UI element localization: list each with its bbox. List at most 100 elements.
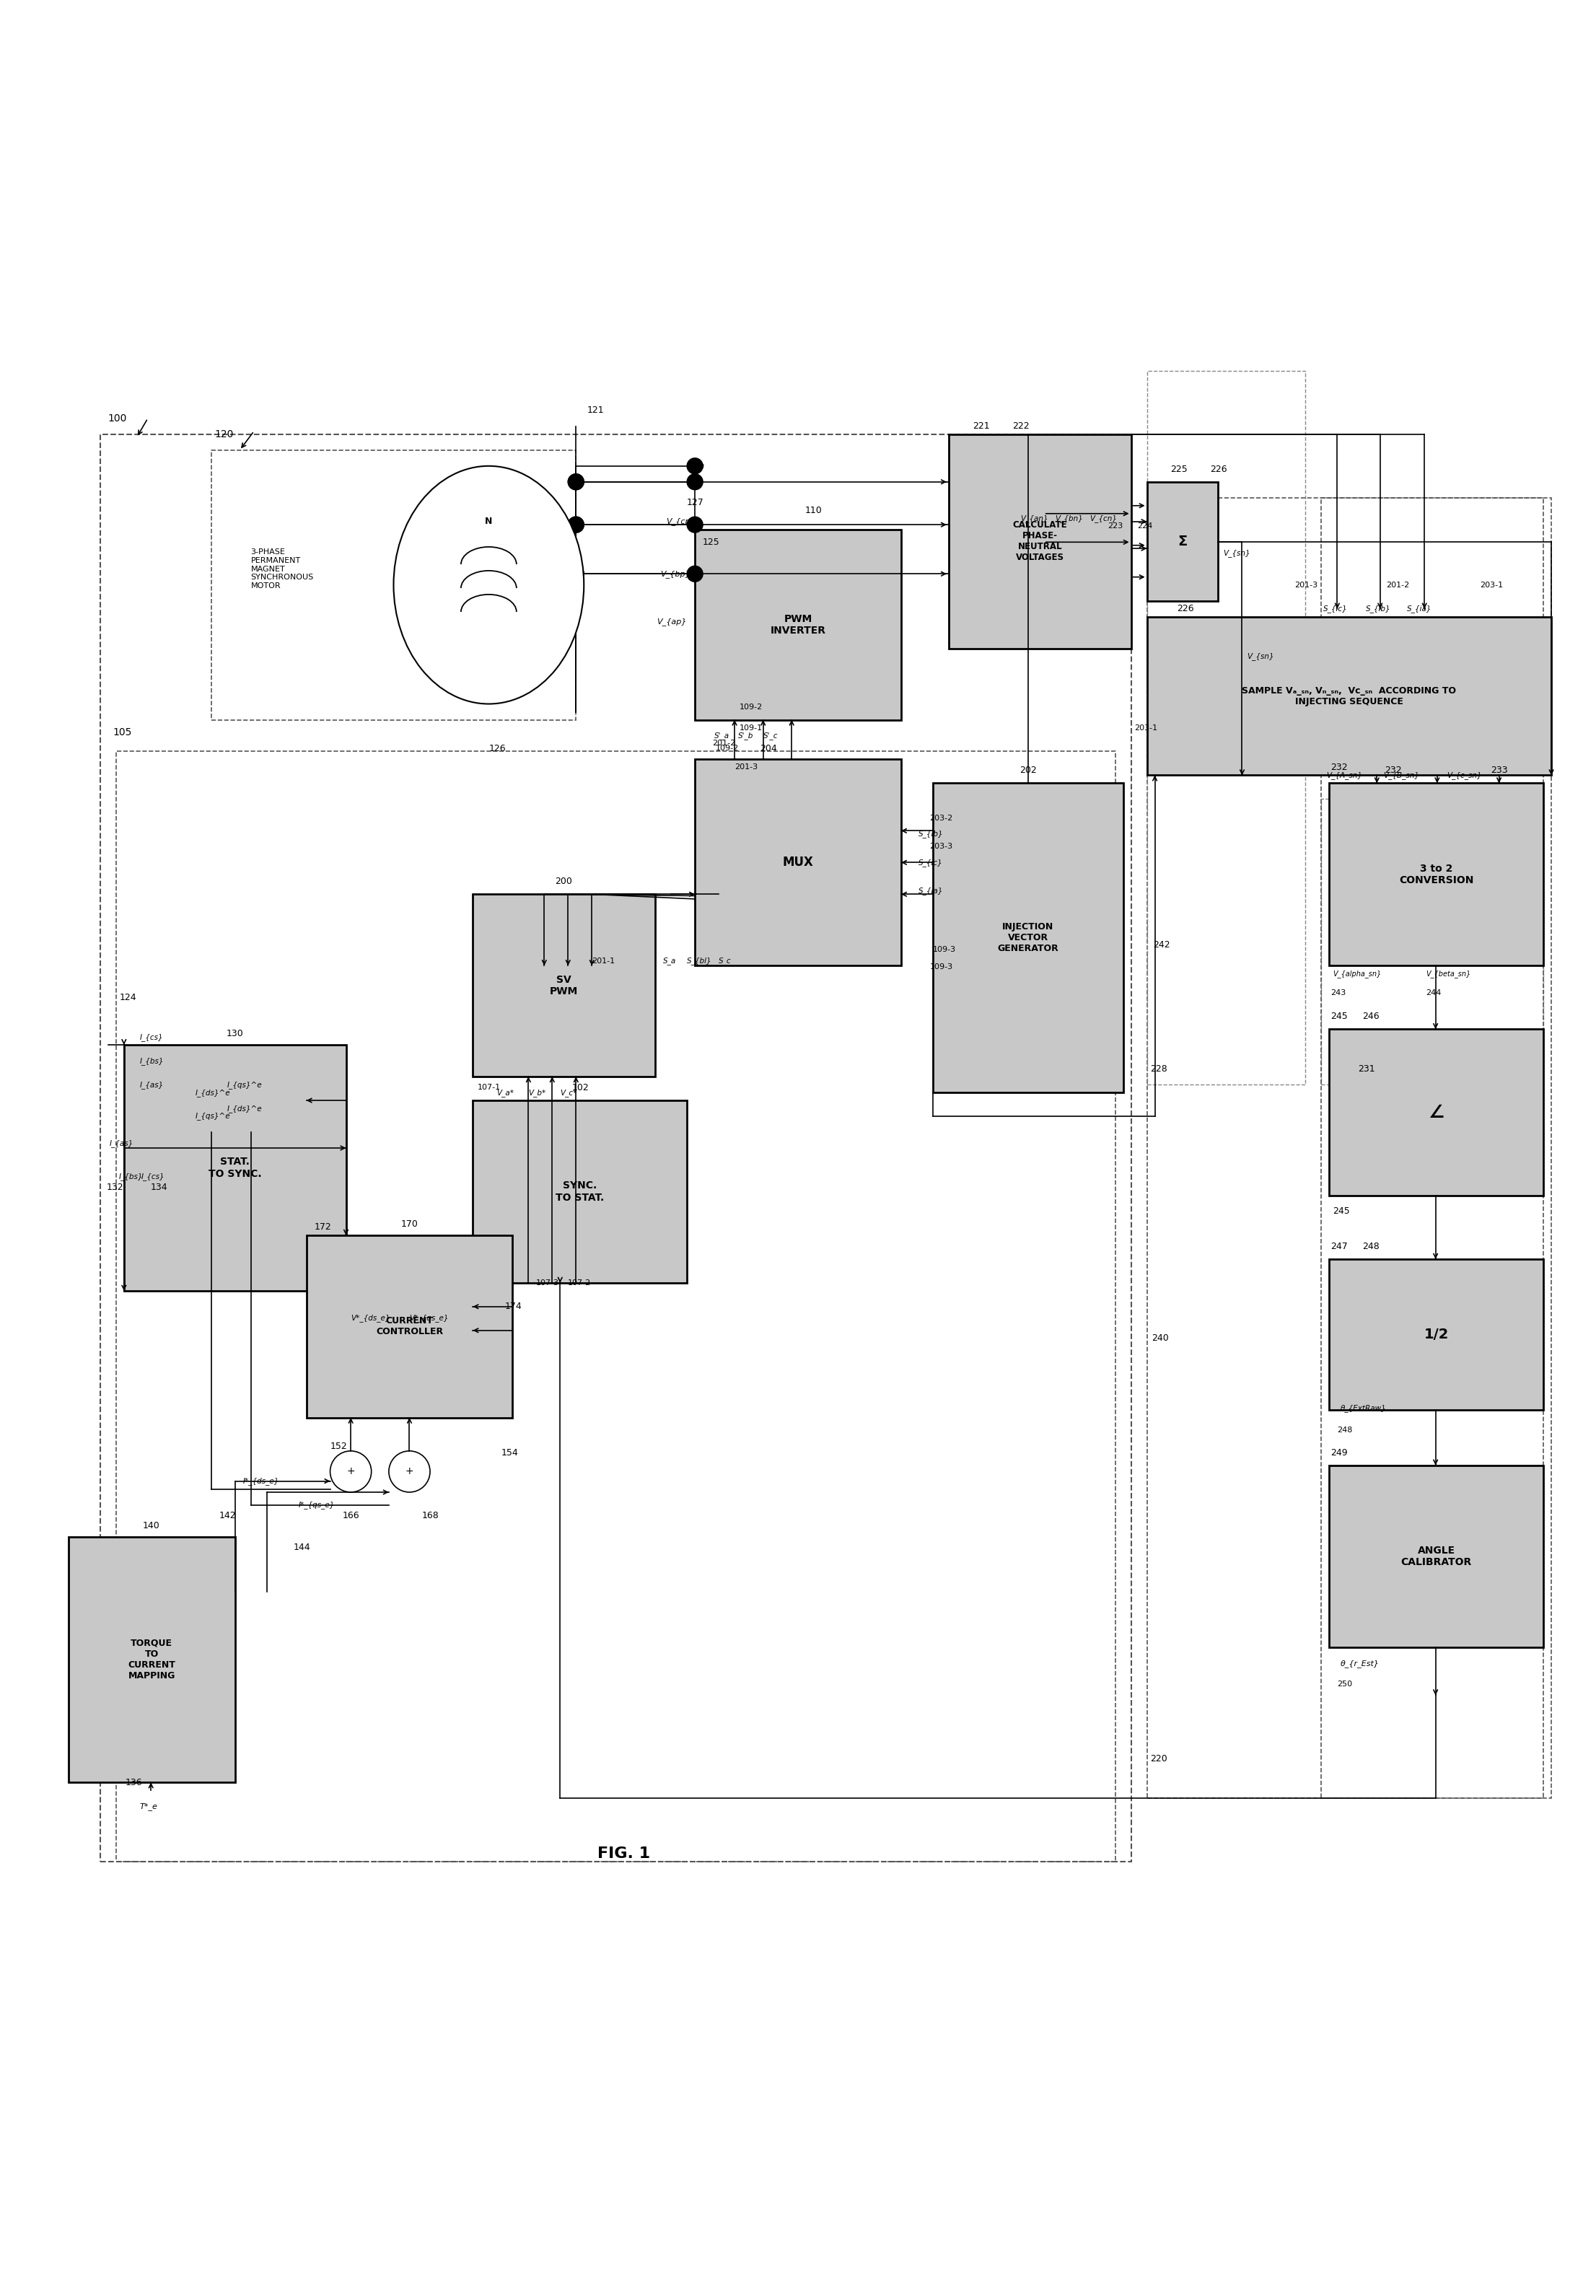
Text: +: + <box>346 1467 354 1476</box>
Text: S_c: S_c <box>718 957 731 964</box>
Text: 130: 130 <box>227 1029 244 1038</box>
Text: θ_{r_Est}: θ_{r_Est} <box>1341 1660 1379 1667</box>
Text: 134: 134 <box>152 1182 168 1192</box>
Text: S'_c: S'_c <box>763 732 777 739</box>
Text: ∠: ∠ <box>1428 1104 1444 1120</box>
Bar <box>306 1235 512 1417</box>
Text: I_{bs}: I_{bs} <box>120 1173 144 1180</box>
Text: 242: 242 <box>1154 941 1170 951</box>
Text: V*_{qs_e}: V*_{qs_e} <box>410 1313 448 1322</box>
Text: 222: 222 <box>1012 422 1029 432</box>
Text: 228: 228 <box>1151 1063 1167 1075</box>
Text: 232: 232 <box>1385 767 1401 776</box>
Text: 201-3: 201-3 <box>1294 581 1318 588</box>
Text: 144: 144 <box>294 1543 311 1552</box>
Bar <box>1148 372 1306 1084</box>
Bar <box>69 1536 235 1782</box>
Bar <box>1148 498 1551 1798</box>
Bar <box>101 434 1132 1862</box>
Circle shape <box>568 565 584 581</box>
Text: V*_{ds_e}: V*_{ds_e} <box>351 1313 389 1322</box>
Bar <box>1329 1029 1543 1196</box>
Text: I_{qs}^e: I_{qs}^e <box>227 1081 262 1088</box>
Text: 226: 226 <box>1210 464 1227 473</box>
Text: 3 to 2
CONVERSION: 3 to 2 CONVERSION <box>1400 863 1473 886</box>
Bar <box>211 450 576 719</box>
Text: I_{cs}: I_{cs} <box>140 1033 163 1040</box>
Text: 100: 100 <box>109 413 128 422</box>
Text: +: + <box>405 1467 413 1476</box>
Text: 225: 225 <box>1170 464 1187 473</box>
Text: 220: 220 <box>1151 1754 1167 1763</box>
Text: T*_e: T*_e <box>140 1802 158 1809</box>
Text: I_{as}: I_{as} <box>110 1139 134 1148</box>
Text: 203-1: 203-1 <box>1479 581 1503 588</box>
Text: 109-1: 109-1 <box>739 723 763 732</box>
Text: TORQUE
TO
CURRENT
MAPPING: TORQUE TO CURRENT MAPPING <box>128 1639 176 1681</box>
Text: V_{ap}: V_{ap} <box>658 618 686 625</box>
Bar <box>472 893 656 1077</box>
Text: 245: 245 <box>1333 1208 1350 1217</box>
Text: 233: 233 <box>1491 767 1508 776</box>
Text: FIG. 1: FIG. 1 <box>597 1846 650 1862</box>
Bar <box>1148 618 1551 776</box>
Text: 248: 248 <box>1363 1242 1381 1251</box>
Text: 125: 125 <box>702 537 720 546</box>
Text: 203-2: 203-2 <box>929 815 953 822</box>
Text: 244: 244 <box>1427 990 1441 996</box>
Bar <box>1329 1465 1543 1649</box>
Text: S_{ib}: S_{ib} <box>1366 604 1390 613</box>
Text: 109-2: 109-2 <box>739 703 763 712</box>
Text: 224: 224 <box>1138 523 1152 530</box>
Text: INJECTION
VECTOR
GENERATOR: INJECTION VECTOR GENERATOR <box>998 923 1058 953</box>
Text: 243: 243 <box>1331 990 1345 996</box>
Text: V_b*: V_b* <box>528 1088 546 1097</box>
Text: 102: 102 <box>571 1084 589 1093</box>
Text: S_{ic}: S_{ic} <box>919 859 943 866</box>
Text: 245: 245 <box>1331 1013 1349 1022</box>
Text: MUX: MUX <box>782 856 814 868</box>
Text: 107-1: 107-1 <box>477 1084 501 1091</box>
Text: 105: 105 <box>113 728 132 737</box>
Text: 132: 132 <box>107 1182 123 1192</box>
Text: V_{A_sn}: V_{A_sn} <box>1326 771 1363 778</box>
Text: STAT.
TO SYNC.: STAT. TO SYNC. <box>209 1157 262 1178</box>
Text: V_c*: V_c* <box>560 1088 578 1097</box>
Bar <box>1329 1258 1543 1410</box>
Text: 168: 168 <box>421 1511 439 1520</box>
Text: 127: 127 <box>686 498 704 507</box>
Text: 170: 170 <box>401 1219 418 1228</box>
Text: S_{bl}: S_{bl} <box>686 957 712 964</box>
Text: S_{ia}: S_{ia} <box>919 886 943 895</box>
Text: 231: 231 <box>1358 1063 1374 1075</box>
Text: 107-3: 107-3 <box>536 1279 560 1286</box>
Text: SAMPLE Vₐ_ₛₙ, Vₙ_ₛₙ,  Vᴄ_ₛₙ  ACCORDING TO
INJECTING SEQUENCE: SAMPLE Vₐ_ₛₙ, Vₙ_ₛₙ, Vᴄ_ₛₙ ACCORDING TO … <box>1242 687 1456 707</box>
Text: 202: 202 <box>1020 767 1036 776</box>
Bar <box>694 530 902 719</box>
Text: 203-1: 203-1 <box>1135 723 1157 732</box>
Text: Σ: Σ <box>1178 535 1187 549</box>
Text: 201-2: 201-2 <box>712 739 736 746</box>
Text: 240: 240 <box>1152 1334 1168 1343</box>
Bar <box>932 783 1124 1093</box>
Circle shape <box>389 1451 429 1492</box>
Text: CALCULATE
PHASE-
NEUTRAL
VOLTAGES: CALCULATE PHASE- NEUTRAL VOLTAGES <box>1012 521 1068 563</box>
Text: 109-3: 109-3 <box>932 946 956 953</box>
Text: S'_a: S'_a <box>713 732 729 739</box>
Circle shape <box>568 565 584 581</box>
Text: 201-1: 201-1 <box>592 957 614 964</box>
Text: 109-2: 109-2 <box>715 744 739 751</box>
Text: ANGLE
CALIBRATOR: ANGLE CALIBRATOR <box>1401 1545 1472 1568</box>
Circle shape <box>568 473 584 489</box>
Text: 120: 120 <box>214 429 233 439</box>
Text: 152: 152 <box>330 1442 348 1451</box>
Text: 249: 249 <box>1331 1449 1349 1458</box>
Text: I*_{qs_e}: I*_{qs_e} <box>298 1502 335 1508</box>
Text: I_{bs}: I_{bs} <box>140 1056 164 1065</box>
Text: 200: 200 <box>555 877 571 886</box>
Text: N: N <box>485 517 493 526</box>
Text: V_{sn}: V_{sn} <box>1246 652 1274 661</box>
Text: I_{as}: I_{as} <box>140 1081 164 1088</box>
Text: 226: 226 <box>1176 604 1194 613</box>
Text: V_{B_sn}: V_{B_sn} <box>1384 771 1419 778</box>
